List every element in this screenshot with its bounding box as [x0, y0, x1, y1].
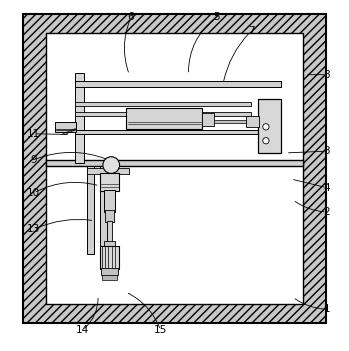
Text: 2: 2: [324, 207, 330, 217]
Text: 7: 7: [248, 26, 254, 36]
Bar: [105, 210, 114, 223]
Bar: [54, 122, 76, 132]
Text: 4: 4: [324, 183, 330, 193]
Bar: [87, 167, 129, 174]
Bar: [100, 173, 119, 191]
Text: 13: 13: [27, 224, 40, 234]
Text: 14: 14: [76, 325, 89, 335]
Text: 5: 5: [213, 12, 220, 22]
Bar: [101, 268, 118, 275]
Circle shape: [263, 138, 269, 144]
Text: 10: 10: [27, 188, 40, 198]
Bar: [104, 240, 115, 247]
Bar: [202, 113, 215, 126]
Bar: [215, 120, 258, 123]
Text: 11: 11: [27, 129, 40, 139]
Circle shape: [263, 124, 269, 130]
Bar: [104, 191, 115, 212]
Bar: [100, 166, 107, 254]
Text: 6: 6: [128, 12, 134, 22]
Bar: [102, 274, 117, 280]
Bar: [126, 108, 202, 128]
Bar: [23, 14, 326, 323]
Bar: [75, 73, 84, 163]
Bar: [75, 81, 281, 87]
Text: 9: 9: [30, 155, 37, 165]
Bar: [87, 166, 94, 254]
Text: 15: 15: [154, 325, 167, 335]
Bar: [258, 99, 281, 153]
Bar: [46, 160, 303, 166]
Bar: [75, 112, 251, 116]
Bar: [246, 117, 259, 127]
Bar: [46, 33, 303, 304]
Bar: [107, 221, 112, 241]
Bar: [100, 246, 119, 269]
Bar: [75, 130, 281, 134]
Text: 3: 3: [324, 146, 330, 156]
Text: 1: 1: [324, 304, 330, 314]
Text: 8: 8: [324, 70, 330, 80]
Circle shape: [103, 157, 120, 173]
Bar: [75, 102, 251, 106]
